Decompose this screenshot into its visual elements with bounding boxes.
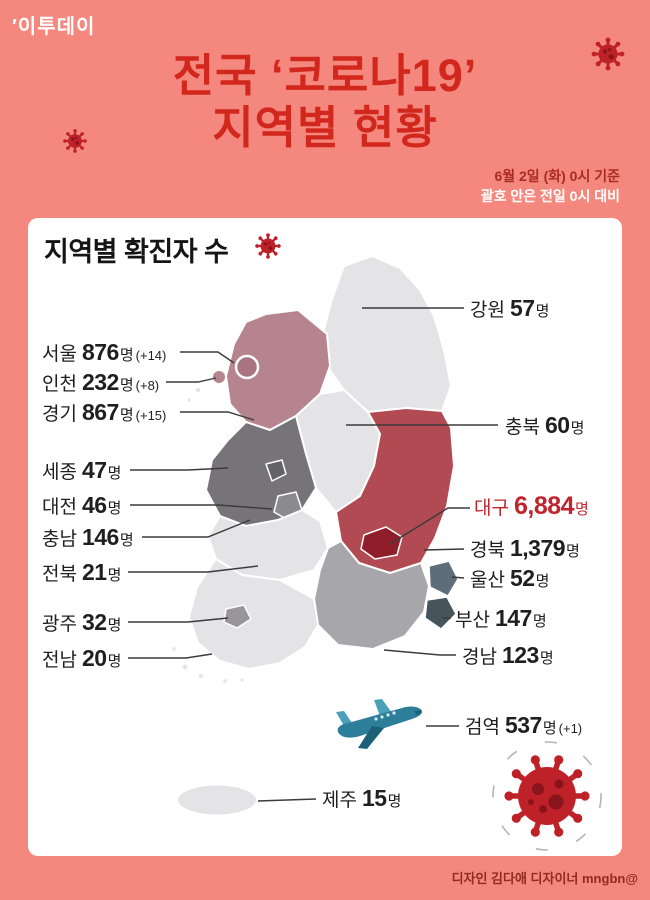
region-label-chungbuk: 충북 60명 bbox=[505, 412, 585, 438]
etoday-logo: ′이투데이 bbox=[12, 16, 96, 38]
region-label-gyeonggi: 경기 867명 (+15) bbox=[42, 399, 167, 425]
map-card: 지역별 확진자 수 bbox=[28, 218, 622, 856]
region-label-sejong: 세종 47명 bbox=[42, 457, 122, 483]
virus-icon bbox=[590, 36, 626, 72]
region-label-daejeon: 대전 46명 bbox=[42, 492, 122, 518]
region-label-chungnam: 충남 146명 bbox=[42, 524, 134, 550]
korea-map bbox=[128, 255, 602, 851]
leader-line-ulsan bbox=[451, 576, 465, 579]
big-virus-icon bbox=[504, 755, 590, 837]
leader-line-jeonbuk bbox=[128, 565, 259, 573]
map-region-sejong bbox=[265, 459, 287, 482]
leader-line-jeju bbox=[257, 798, 317, 802]
map-region-jeonbuk bbox=[207, 509, 329, 581]
map-region-gangwon bbox=[322, 255, 452, 413]
island-dots bbox=[171, 387, 245, 684]
map-region-jeonnam bbox=[188, 558, 319, 670]
region-label-gangwon: 강원 57명 bbox=[470, 295, 550, 321]
leader-line-daejeon bbox=[130, 504, 273, 510]
leader-line-gyeongbuk bbox=[423, 548, 465, 551]
leader-line-gwangju bbox=[128, 617, 229, 623]
region-label-jeonbuk: 전북 21명 bbox=[42, 559, 122, 585]
paren-note: 괄호 안은 전일 0시 대비 bbox=[480, 188, 620, 204]
map-region-daegu bbox=[360, 526, 403, 560]
region-label-quarantine: 검역 537명 (+1) bbox=[465, 712, 583, 738]
card-title: 지역별 확진자 수 bbox=[44, 237, 229, 267]
region-label-gwangju: 광주 32명 bbox=[42, 609, 122, 635]
leader-line-jeonnam bbox=[128, 653, 213, 659]
page-title-line2: 지역별 현황 bbox=[212, 102, 438, 154]
region-label-seoul: 서울 876명 (+14) bbox=[42, 339, 167, 365]
region-label-jeonnam: 전남 20명 bbox=[42, 645, 122, 671]
airplane-icon bbox=[336, 699, 423, 749]
decorative-dashed-ring bbox=[492, 741, 602, 851]
region-label-incheon: 인천 232명 (+8) bbox=[42, 369, 160, 395]
leader-line-daegu bbox=[389, 507, 470, 545]
virus-icon bbox=[62, 128, 88, 154]
map-region-incheon bbox=[211, 369, 227, 385]
map-region-gwangju bbox=[223, 604, 252, 629]
region-label-gyeongnam: 경남 123명 bbox=[462, 642, 554, 668]
region-label-gyeongbuk: 경북 1,379명 bbox=[470, 535, 580, 561]
leader-lines bbox=[128, 307, 498, 802]
region-label-daegu: 대구 6,884명 bbox=[474, 492, 589, 520]
leader-line-incheon bbox=[166, 377, 217, 383]
map-region-busan bbox=[424, 596, 457, 630]
map-region-jeju bbox=[176, 783, 258, 817]
page-title-line1: 전국 ‘코로나19’ bbox=[172, 50, 478, 101]
leader-line-gyeonggi bbox=[180, 411, 255, 421]
leader-line-sejong bbox=[130, 467, 229, 471]
credit-text: 디자인 김다애 디자이너 mngbn@ bbox=[451, 871, 638, 886]
map-region-ulsan bbox=[428, 560, 459, 597]
leader-line-gyeongnam bbox=[383, 649, 456, 656]
region-label-busan: 부산 147명 bbox=[455, 605, 547, 631]
page-title: 전국 ‘코로나19’ 지역별 현황 bbox=[0, 50, 650, 154]
date-note: 6월 2일 (화) 0시 기준 bbox=[494, 168, 620, 184]
region-label-ulsan: 울산 52명 bbox=[470, 565, 550, 591]
leader-line-chungnam bbox=[142, 519, 251, 538]
map-region-seoul bbox=[234, 354, 260, 380]
region-label-jeju: 제주 15명 bbox=[322, 785, 402, 811]
leader-line-seoul bbox=[180, 351, 235, 364]
